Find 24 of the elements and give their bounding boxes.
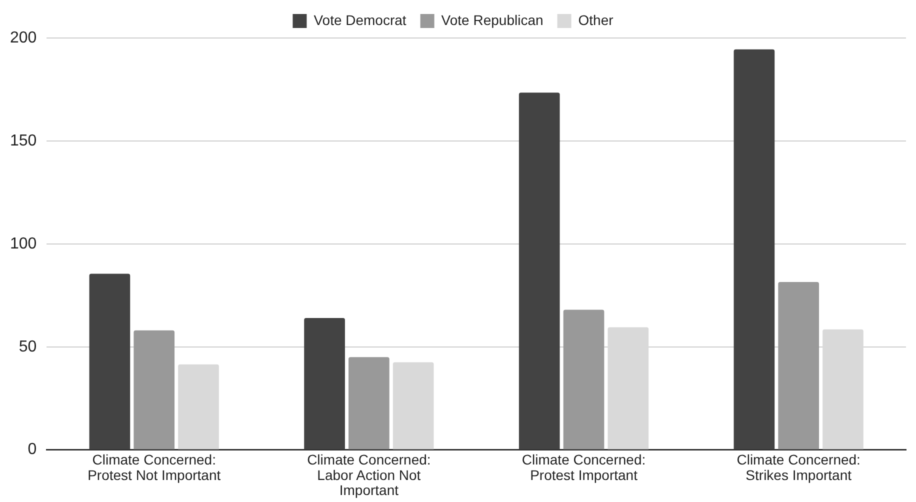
- x-tick-label: Climate Concerned: Labor Action Not Important: [307, 451, 431, 498]
- bar: [89, 274, 130, 450]
- y-tick-label: 100: [10, 235, 37, 252]
- y-tick-label: 50: [18, 338, 37, 356]
- bar: [304, 318, 345, 450]
- bar: [518, 92, 560, 450]
- bar: [563, 310, 604, 450]
- x-tick-label: Climate Concerned: Protest Important: [522, 451, 646, 483]
- x-tick-label: Climate Concerned: Protest Not Important: [88, 451, 221, 483]
- x-tick-label: Climate Concerned: Strikes Important: [736, 451, 860, 483]
- y-tick-label: 150: [10, 132, 37, 150]
- bar: [608, 327, 649, 450]
- legend-label: Vote Republican: [441, 12, 544, 28]
- bar: [134, 330, 175, 450]
- legend-label: Other: [578, 12, 614, 28]
- bar: [178, 364, 219, 450]
- y-tick-label: 0: [28, 441, 37, 458]
- bar: [348, 357, 390, 450]
- bar: [734, 49, 775, 450]
- bar: [822, 329, 864, 450]
- bar: [392, 362, 434, 450]
- y-tick-label: 200: [10, 29, 37, 46]
- legend-label: Vote Democrat: [314, 12, 406, 28]
- bar: [778, 282, 820, 450]
